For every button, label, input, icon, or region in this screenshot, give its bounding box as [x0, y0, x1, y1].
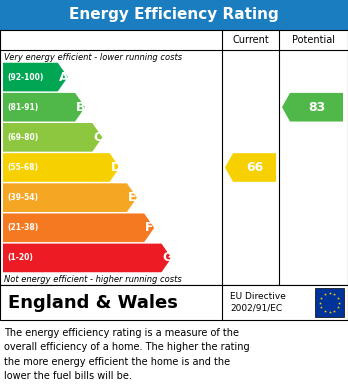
Bar — [315, 288, 344, 317]
Polygon shape — [3, 213, 154, 242]
Text: (92-100): (92-100) — [7, 73, 44, 82]
Text: D: D — [111, 161, 121, 174]
Text: G: G — [163, 251, 173, 264]
Text: 66: 66 — [246, 161, 263, 174]
Polygon shape — [3, 63, 68, 91]
Polygon shape — [3, 183, 137, 212]
Text: F: F — [145, 221, 154, 234]
Text: England & Wales: England & Wales — [8, 294, 178, 312]
Text: 83: 83 — [308, 101, 325, 114]
Bar — [0, 0, 348, 30]
Text: Current: Current — [232, 35, 269, 45]
Text: C: C — [93, 131, 102, 144]
Text: Potential: Potential — [292, 35, 335, 45]
Text: (39-54): (39-54) — [7, 193, 38, 202]
Bar — [0, 285, 348, 320]
Text: (69-80): (69-80) — [7, 133, 38, 142]
Text: (81-91): (81-91) — [7, 103, 38, 112]
Text: (21-38): (21-38) — [7, 223, 38, 232]
Polygon shape — [225, 153, 276, 182]
Text: The energy efficiency rating is a measure of the
overall efficiency of a home. T: The energy efficiency rating is a measur… — [4, 328, 250, 381]
Polygon shape — [3, 153, 120, 182]
Polygon shape — [3, 93, 85, 122]
Text: EU Directive
2002/91/EC: EU Directive 2002/91/EC — [230, 292, 286, 313]
Bar — [0, 30, 348, 285]
Text: (1-20): (1-20) — [7, 253, 33, 262]
Text: B: B — [76, 101, 86, 114]
Polygon shape — [3, 244, 172, 272]
Text: E: E — [128, 191, 136, 204]
Polygon shape — [282, 93, 343, 122]
Text: (55-68): (55-68) — [7, 163, 38, 172]
Text: A: A — [59, 70, 69, 84]
Text: Not energy efficient - higher running costs: Not energy efficient - higher running co… — [4, 274, 182, 283]
Polygon shape — [3, 123, 102, 152]
Text: Energy Efficiency Rating: Energy Efficiency Rating — [69, 7, 279, 23]
Text: Very energy efficient - lower running costs: Very energy efficient - lower running co… — [4, 54, 182, 63]
